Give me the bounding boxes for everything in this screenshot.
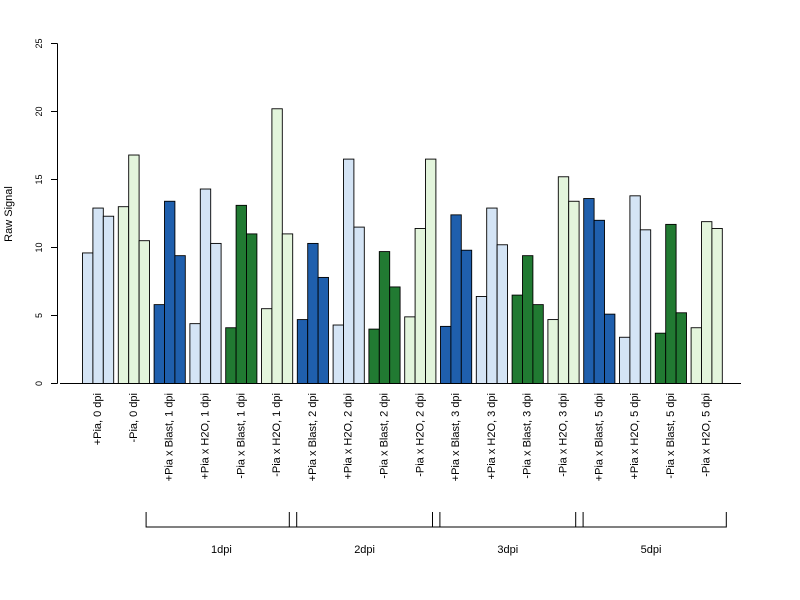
category-label: +Pia x Blast, 1 dpi <box>164 393 176 481</box>
bar <box>317 276 329 384</box>
bar <box>225 327 237 384</box>
bar <box>261 308 273 384</box>
category-label: -Pia, 0 dpi <box>128 393 140 443</box>
bar <box>619 336 631 384</box>
bar <box>235 204 247 384</box>
category-label: -Pia x Blast, 1 dpi <box>235 393 247 479</box>
y-axis-title: Raw Signal <box>3 186 15 242</box>
bar <box>440 325 452 384</box>
bar <box>128 154 140 384</box>
category-label: +Pia x H2O, 1 dpi <box>200 393 212 480</box>
bar <box>486 207 498 384</box>
bar <box>690 327 702 384</box>
bar <box>511 294 523 384</box>
category-label: -Pia x H2O, 3 dpi <box>558 393 570 477</box>
bar <box>532 304 544 384</box>
y-tick-label: 10 <box>34 242 44 252</box>
bar <box>522 255 534 384</box>
category-label: -Pia x Blast, 2 dpi <box>379 393 391 479</box>
bars <box>82 108 723 384</box>
category-label: -Pia x Blast, 3 dpi <box>522 393 534 479</box>
bar <box>307 242 319 384</box>
y-axis: 0 5 10 15 20 25 <box>34 38 58 386</box>
bar <box>210 242 222 384</box>
y-tick-label: 20 <box>34 106 44 116</box>
bar <box>604 313 616 384</box>
bar <box>665 223 677 384</box>
category-label: +Pia x Blast, 2 dpi <box>307 393 319 481</box>
category-label: +Pia x H2O, 3 dpi <box>486 393 498 480</box>
bar <box>189 323 201 384</box>
bar <box>557 176 570 384</box>
bar <box>675 312 687 384</box>
category-label: +Pia x Blast, 3 dpi <box>450 393 462 481</box>
category-labels: +Pia, 0 dpi -Pia, 0 dpi +Pia x Blast, 1 dp… <box>92 393 713 481</box>
category-label: -Pia x H2O, 1 dpi <box>271 393 283 477</box>
bar <box>153 304 165 384</box>
bar <box>568 200 580 384</box>
bar <box>629 195 641 384</box>
group-bracket <box>575 512 727 528</box>
group-label: 2dpi <box>354 544 375 556</box>
category-label: -Pia x Blast, 5 dpi <box>665 393 677 479</box>
group-bracket <box>288 512 441 528</box>
group-label: 1dpi <box>211 544 232 556</box>
bar <box>199 188 212 384</box>
bar <box>414 228 426 384</box>
y-tick-label: 15 <box>34 174 44 184</box>
bar <box>246 233 258 384</box>
bar <box>138 240 150 384</box>
y-tick-label: 0 <box>34 381 44 386</box>
bar <box>164 200 176 384</box>
bar <box>547 319 559 384</box>
bar <box>404 316 416 384</box>
bar <box>368 328 380 384</box>
category-label: -Pia x H2O, 5 dpi <box>701 393 713 477</box>
category-label: +Pia x Blast, 5 dpi <box>593 393 605 481</box>
category-label: +Pia x H2O, 2 dpi <box>343 393 355 480</box>
bar <box>593 219 605 384</box>
y-tick-label: 25 <box>34 38 44 48</box>
bar <box>332 324 344 384</box>
bar <box>425 158 437 384</box>
bar <box>460 249 473 384</box>
bar <box>92 207 104 384</box>
group-label: 3dpi <box>497 544 518 556</box>
y-tick-label: 5 <box>34 313 44 318</box>
bar <box>475 296 488 384</box>
bar <box>389 286 401 384</box>
bar <box>117 206 130 384</box>
bar <box>281 233 294 384</box>
bar <box>639 229 652 384</box>
bar <box>174 255 186 384</box>
category-label: -Pia x H2O, 2 dpi <box>414 393 426 477</box>
bar <box>654 332 667 384</box>
bar <box>496 244 508 384</box>
bar <box>82 252 94 384</box>
category-label: +Pia x H2O, 5 dpi <box>629 393 641 480</box>
bar <box>353 226 365 384</box>
bar <box>701 221 713 384</box>
bar <box>378 251 391 384</box>
bar <box>583 198 595 384</box>
bar <box>450 214 462 384</box>
category-label: +Pia, 0 dpi <box>92 393 104 445</box>
bar <box>296 319 309 384</box>
group-bracket <box>432 512 584 528</box>
group-brackets: 1dpi 2dpi 3dpi 5dpi <box>145 512 727 556</box>
bar <box>102 215 115 384</box>
bar <box>343 158 355 384</box>
group-label: 5dpi <box>641 544 662 556</box>
bar <box>271 108 283 384</box>
bar <box>711 228 723 384</box>
group-bracket <box>145 512 298 528</box>
